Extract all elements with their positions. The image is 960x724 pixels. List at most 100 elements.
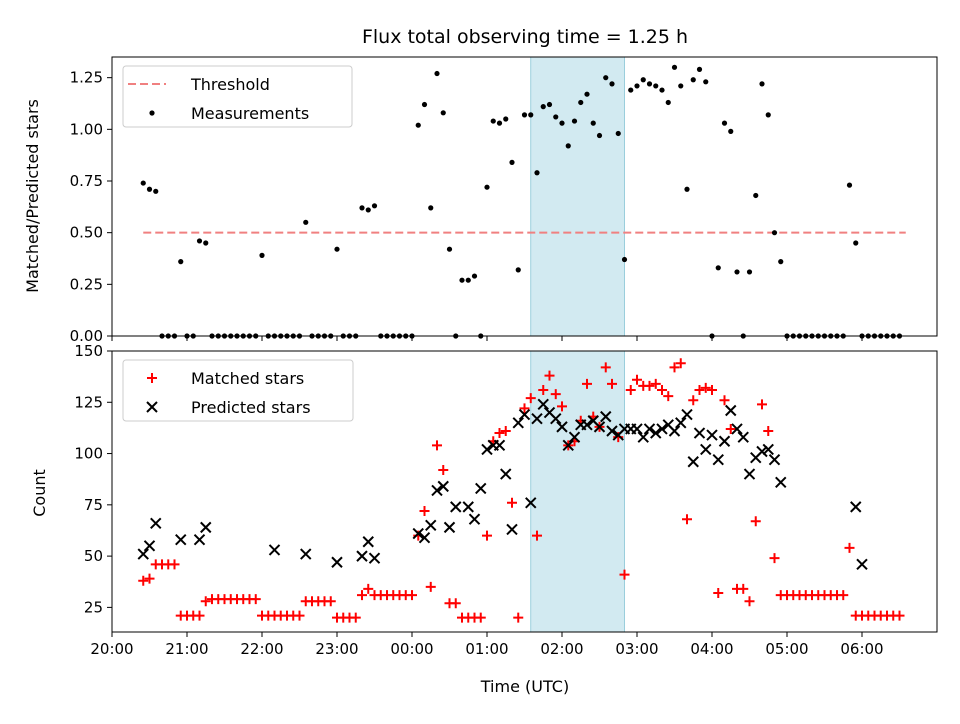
matched-stars-point <box>657 384 667 395</box>
bottom-y-tick-label: 25 <box>84 598 103 616</box>
measurements-point <box>771 230 778 236</box>
matched-stars-point <box>844 542 855 553</box>
measurements-point <box>684 186 690 192</box>
top-y-tick-label: 0.50 <box>70 224 103 242</box>
predicted-stars-point <box>412 527 424 540</box>
bottom-plot-frame <box>111 350 938 633</box>
predicted-stars-point <box>656 423 668 435</box>
top-y-tick-label: 0.25 <box>70 275 103 293</box>
predicted-stars-point <box>506 523 518 536</box>
bottom-y-tick-label: 100 <box>74 445 103 463</box>
matched-stars-point <box>438 464 449 475</box>
matched-stars-point <box>694 384 705 395</box>
measurements-point <box>765 112 771 118</box>
predicted-stars-point <box>768 454 781 466</box>
matched-stars-point <box>200 596 211 607</box>
top-y-tick-label: 0.75 <box>70 172 103 190</box>
x-tick-label: 06:00 <box>840 640 883 658</box>
measurements-point <box>359 205 365 211</box>
predicted-stars-point <box>593 421 606 433</box>
measurements-point <box>140 180 146 186</box>
measurements-point <box>484 184 490 190</box>
measurements-point <box>628 87 634 93</box>
predicted-stars-point <box>437 480 449 493</box>
matched-stars-point <box>513 612 524 623</box>
measurements-point <box>528 112 534 118</box>
measurements-point <box>259 252 265 258</box>
matched-stars-point <box>294 610 305 621</box>
predicted-stars-point <box>362 536 374 548</box>
bottom-legend <box>122 359 354 422</box>
matched-stars-point <box>894 610 905 621</box>
matched-stars-point <box>138 575 149 586</box>
bottom-y-tick-label: 150 <box>74 342 103 360</box>
predicted-stars-point <box>481 443 493 456</box>
top-y-tick-label: 0.00 <box>70 327 103 345</box>
matched-stars-point <box>738 583 749 594</box>
top-y-tick-label: 1.25 <box>70 69 103 87</box>
predicted-stars-point <box>850 501 862 513</box>
predicted-stars-point <box>637 431 649 443</box>
bottom-highlight-span <box>530 350 625 633</box>
matched-stars-point <box>425 581 436 592</box>
matched-stars-point <box>144 573 155 584</box>
measurements-point <box>521 112 528 118</box>
legend-measurements-swatch <box>149 110 155 116</box>
measurements-point <box>471 273 478 279</box>
measurements-point <box>640 77 646 83</box>
measurements-point <box>728 128 734 134</box>
matched-stars-point <box>707 384 717 395</box>
predicted-stars-point <box>143 540 156 552</box>
matched-stars-point <box>757 399 767 410</box>
measurements-point <box>590 120 596 126</box>
matched-stars-point <box>550 389 561 400</box>
measurements-point <box>534 170 540 176</box>
predicted-stars-point <box>737 431 749 443</box>
predicted-stars-point <box>268 544 281 556</box>
matched-stars-point <box>713 588 724 599</box>
predicted-stars-point <box>512 417 524 429</box>
matched-stars-point <box>769 553 780 564</box>
legend-label: Measurements <box>191 104 309 123</box>
measurements-point <box>146 186 153 192</box>
predicted-stars-point <box>581 419 593 431</box>
measurements-point <box>734 269 740 275</box>
predicted-stars-point <box>356 550 368 562</box>
x-tick-label: 21:00 <box>165 640 208 658</box>
matched-stars-point <box>519 403 530 414</box>
predicted-stars-point <box>568 431 581 443</box>
predicted-stars-point <box>175 533 187 546</box>
measurements-point <box>653 83 659 89</box>
measurements-point <box>578 99 584 106</box>
matched-stars-point <box>494 428 505 439</box>
matched-stars-point <box>194 610 205 621</box>
measurements-point <box>559 120 565 126</box>
measurements-point <box>603 75 609 81</box>
predicted-stars-point <box>706 429 718 441</box>
predicted-stars-point <box>700 443 712 456</box>
measurements-point <box>553 114 559 120</box>
x-tick-label: 05:00 <box>765 640 808 658</box>
measurements-point <box>440 110 446 116</box>
predicted-stars-point <box>550 412 562 425</box>
matched-stars-point <box>500 425 511 436</box>
predicted-stars-point <box>537 398 549 411</box>
matched-stars-point <box>750 516 761 527</box>
measurements-point <box>746 269 753 275</box>
measurements-point <box>690 77 696 83</box>
measurements-point <box>428 205 434 211</box>
matched-stars-point <box>763 425 774 436</box>
matched-stars-point <box>688 395 699 406</box>
x-tick-label: 04:00 <box>690 640 733 658</box>
x-tick-label: 23:00 <box>315 640 358 658</box>
measurements-point <box>646 81 653 87</box>
matched-stars-point <box>419 505 430 516</box>
predicted-stars-point <box>775 476 787 488</box>
matched-stars-point <box>407 590 417 601</box>
predicted-stars-point <box>756 445 768 458</box>
matched-stars-point <box>532 530 542 541</box>
predicted-stars-point <box>687 456 699 468</box>
measurements-point <box>465 277 471 283</box>
predicted-stars-point <box>368 552 381 564</box>
matched-stars-point <box>700 382 711 393</box>
